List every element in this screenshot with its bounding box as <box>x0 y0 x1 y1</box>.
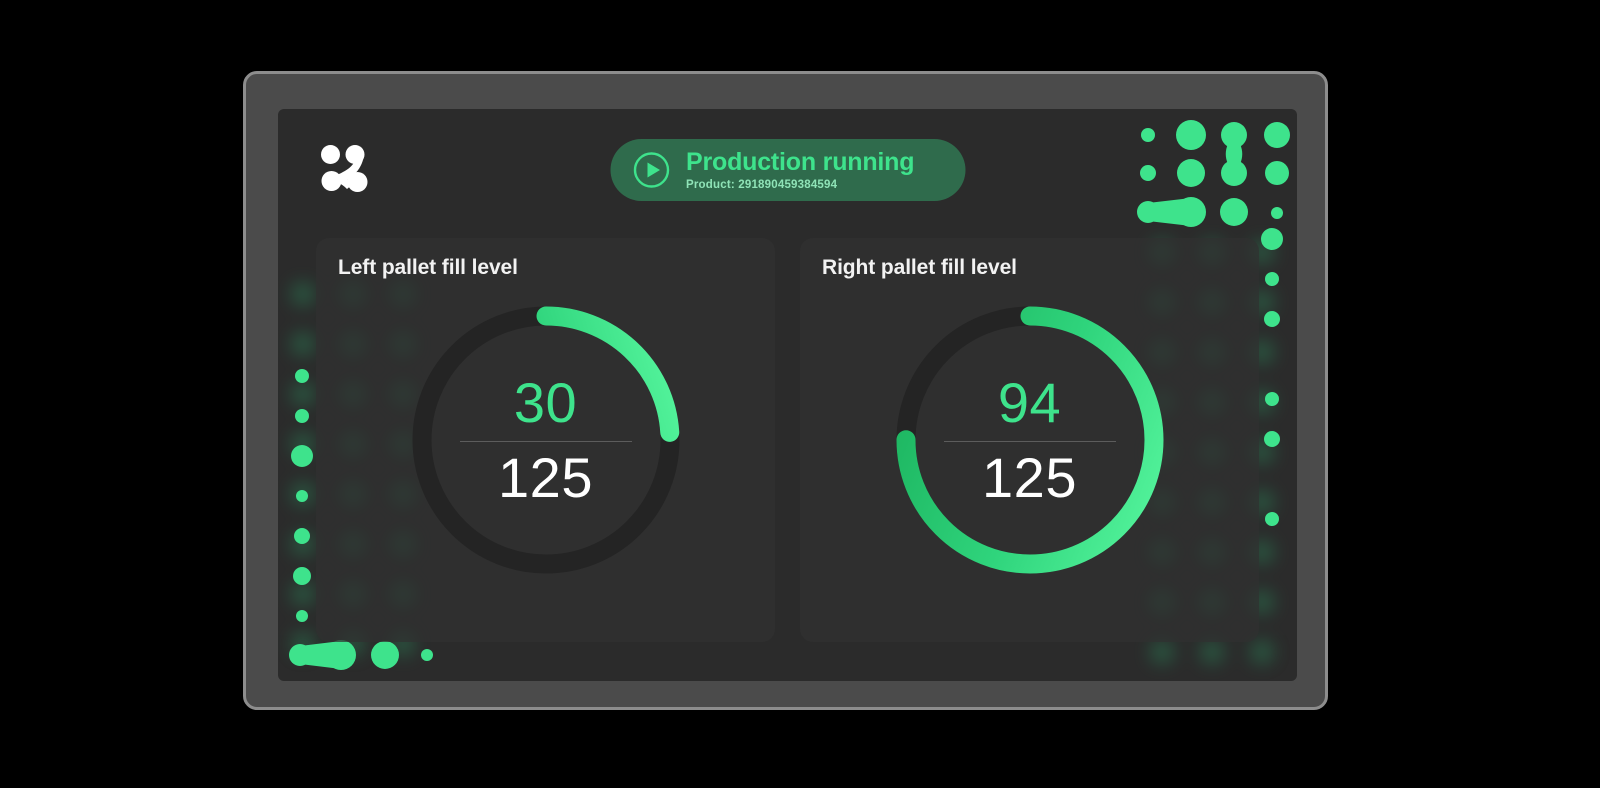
status-text-group: Production running Product: 291890459384… <box>686 148 915 191</box>
play-icon <box>632 151 670 189</box>
gauge-card-left[interactable]: Left pallet fill level <box>316 238 775 642</box>
gauge-readout-left: 30 125 <box>396 290 696 590</box>
device-frame: Production running Product: 291890459384… <box>243 71 1328 710</box>
gauge-card-title-right: Right pallet fill level <box>822 256 1017 279</box>
gauge-left: 30 125 <box>396 290 696 590</box>
gauge-value-right: 94 <box>997 370 1062 434</box>
gauge-divider-left <box>459 440 632 442</box>
header: Production running Product: 291890459384… <box>278 109 1297 227</box>
gauge-cards-container: Left pallet fill level <box>316 238 1259 642</box>
status-product-id: Product: 291890459384594 <box>686 178 838 191</box>
gauge-readout-right: 94 125 <box>880 290 1180 590</box>
screen: Production running Product: 291890459384… <box>278 109 1297 681</box>
gauge-card-right[interactable]: Right pallet fill level <box>800 238 1259 642</box>
decorative-dots-bottom-left <box>282 631 442 675</box>
status-badge: Production running Product: 291890459384… <box>610 139 965 201</box>
gauge-divider-right <box>943 440 1116 442</box>
decorative-dots-right-column <box>1249 227 1289 681</box>
gauge-card-title-left: Left pallet fill level <box>338 256 518 279</box>
gauge-value-left: 30 <box>513 370 578 434</box>
status-title: Production running <box>686 148 915 177</box>
gauge-total-left: 125 <box>498 445 593 509</box>
brand-logo-icon <box>317 141 371 195</box>
gauge-total-right: 125 <box>982 445 1077 509</box>
decorative-dots-top-right <box>1129 117 1290 227</box>
decorative-dots-left-column <box>282 364 322 681</box>
gauge-right: 94 125 <box>880 290 1180 590</box>
